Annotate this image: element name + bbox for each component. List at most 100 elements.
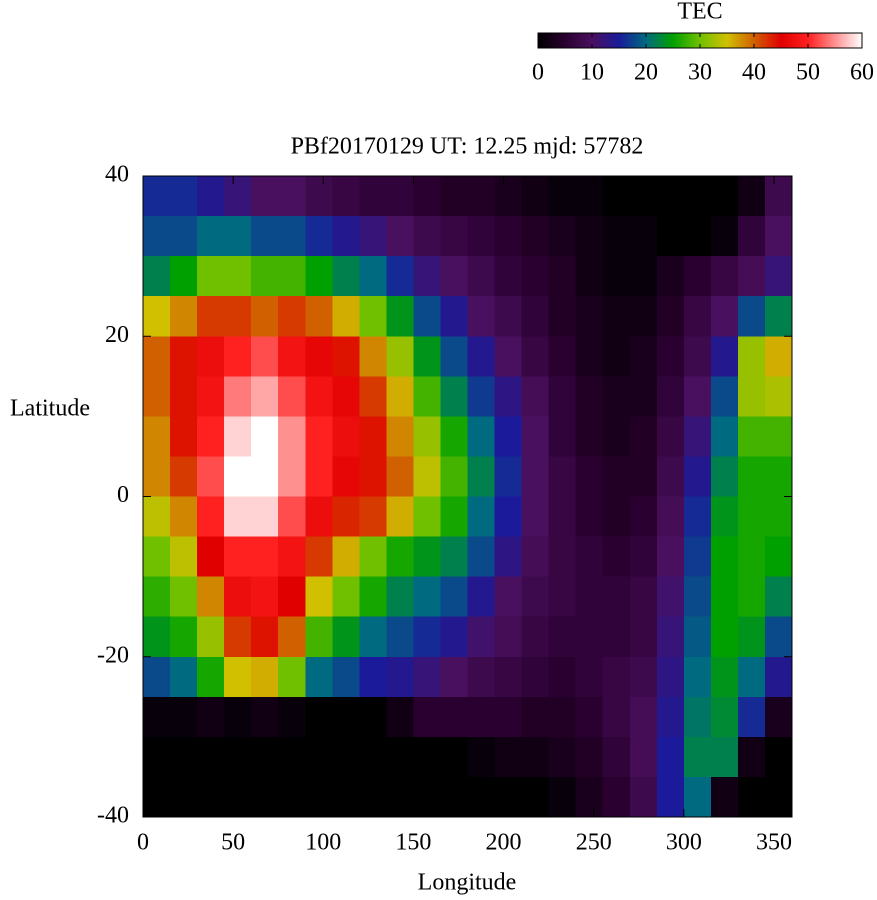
heatmap-cell [683,576,712,618]
heatmap-cell [737,656,766,698]
heatmap-cell [170,376,198,417]
heatmap-cell [332,696,360,738]
heatmap-cell [332,336,360,377]
heatmap-cell [143,616,171,658]
heatmap-cell [737,336,766,377]
heatmap-cell [359,336,387,377]
heatmap-cell [224,416,252,457]
heatmap-cell [332,256,360,297]
heatmap-cell [467,256,496,297]
heatmap-cell [224,176,252,217]
heatmap-cell [413,776,441,818]
heatmap-cell [764,456,793,497]
heatmap-cell [710,336,739,377]
heatmap-cell [143,416,171,457]
heatmap-cell [683,336,712,377]
heatmap-cell [413,656,441,698]
heatmap-cell [359,376,387,417]
heatmap-cell [683,736,712,778]
heatmap-cell [359,416,387,457]
heatmap-cell [494,776,523,818]
heatmap-cell [413,696,441,738]
heatmap-cell [575,176,604,217]
heatmap-cell [251,456,279,497]
heatmap-cell [359,176,387,217]
heatmap-cell [440,656,468,698]
heatmap-cell [602,416,631,457]
heatmap-cell [629,616,658,658]
heatmap-cell [332,416,360,457]
heatmap-cell [170,776,198,818]
heatmap-cell [629,576,658,618]
heatmap-cell [683,696,712,738]
heatmap-cell [629,656,658,698]
heatmap-cell [629,216,658,257]
heatmap-cell [764,616,793,658]
heatmap-cell [305,536,333,578]
heatmap-cell [278,256,306,297]
heatmap-cell [332,736,360,778]
heatmap-cell [359,616,387,658]
heatmap-cell [278,216,306,257]
x-tick-label: 0 [137,830,149,856]
heatmap-cell [251,776,279,818]
heatmap-cell [494,496,523,538]
heatmap-cell [575,736,604,778]
heatmap-cell [440,296,468,337]
heatmap-cell [278,536,306,578]
heatmap-cell [440,256,468,297]
x-tick-label: 350 [756,830,792,856]
heatmap-cell [197,456,225,497]
y-tick-label: -20 [97,642,129,668]
heatmap-cell [764,416,793,457]
heatmap-cell [143,376,171,417]
heatmap-cell [251,576,279,618]
heatmap-cell [143,536,171,578]
heatmap-cell [440,456,468,497]
heatmap-cell [602,176,631,217]
heatmap-cell [494,296,523,337]
heatmap-cell [170,336,198,377]
heatmap-cell [305,456,333,497]
heatmap-cell [521,336,550,377]
heatmap-cell [440,536,468,578]
colorbar-tick-label: 40 [742,60,766,86]
heatmap-cell [359,736,387,778]
heatmap-cell [359,456,387,497]
heatmap-cell [602,376,631,417]
heatmap-cell [278,336,306,377]
heatmap-cell [548,416,577,457]
heatmap-cell [629,496,658,538]
heatmap-cell [548,536,577,578]
heatmap-cell [494,576,523,618]
heatmap-cell [440,776,468,818]
heatmap-cell [305,776,333,818]
heatmap-cell [413,216,441,257]
heatmap-cell [251,376,279,417]
heatmap-cell [656,296,685,337]
heatmap-cell [629,456,658,497]
heatmap-cell [278,176,306,217]
heatmap-cell [251,416,279,457]
heatmap-cell [251,536,279,578]
heatmap-cell [251,336,279,377]
heatmap-cell [575,496,604,538]
heatmap-cell [386,256,414,297]
heatmap-cell [251,176,279,217]
heatmap-cell [737,736,766,778]
heatmap-cell [575,696,604,738]
heatmap-cell [278,416,306,457]
heatmap-cell [764,696,793,738]
heatmap-cell [683,536,712,578]
heatmap-cell [386,496,414,538]
heatmap-cell [386,776,414,818]
heatmap-cell [602,776,631,818]
heatmap-cell [224,736,252,778]
heatmap-cell [656,616,685,658]
heatmap-cell [737,296,766,337]
heatmap-cell [467,376,496,417]
heatmap-cell [521,496,550,538]
heatmap-cell [656,776,685,818]
heatmap-cell [413,536,441,578]
heatmap-cell [143,216,171,257]
